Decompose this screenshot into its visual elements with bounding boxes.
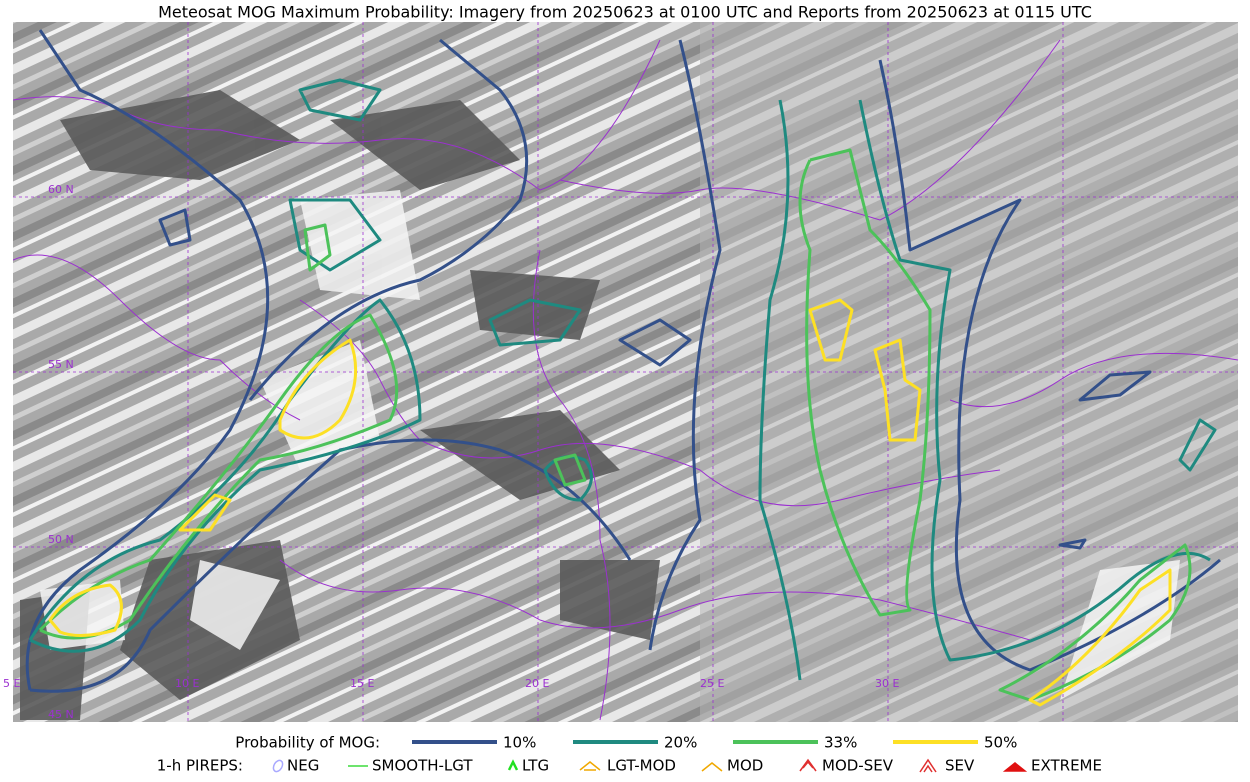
- map: [13, 22, 1238, 722]
- graticule: [13, 22, 1238, 722]
- legend-label: 33%: [824, 734, 857, 752]
- lat-label: 55 N: [48, 358, 74, 371]
- lon-label: 25 E: [700, 677, 724, 690]
- legend-title: Probability of MOG:: [235, 734, 380, 752]
- pirep-label: LGT-MOD: [607, 757, 676, 775]
- lat-label: 45 N: [48, 708, 74, 721]
- lat-label: 60 N: [48, 183, 74, 196]
- lat-label: 50 N: [48, 533, 74, 546]
- contour-10: [25, 29, 1221, 693]
- legend: Probability of MOG: 1-h PIREPS: NEG SMOO…: [157, 734, 1102, 775]
- legend-label: 10%: [503, 734, 536, 752]
- lon-label: 10 E: [175, 677, 199, 690]
- lon-label: 30 E: [875, 677, 899, 690]
- pirep-label: SEV: [945, 757, 975, 775]
- title: Meteosat MOG Maximum Probability: Imager…: [158, 3, 1092, 22]
- lon-label: 5 E: [3, 677, 20, 690]
- contour-20: [28, 78, 1217, 681]
- legend-label: 20%: [664, 734, 697, 752]
- pirep-label: EXTREME: [1031, 757, 1102, 775]
- grid-labels: 60 N 55 N 50 N 45 N 5 E 10 E 15 E 20 E 2…: [3, 183, 899, 721]
- contour-33: [38, 148, 1192, 702]
- contour-10: [158, 208, 1152, 550]
- legend-title: 1-h PIREPS:: [157, 757, 243, 775]
- pirep-label: MOD: [727, 757, 763, 775]
- pirep-label: MOD-SEV: [822, 757, 894, 775]
- legend-label: 50%: [984, 734, 1017, 752]
- lon-label: 20 E: [525, 677, 549, 690]
- contours: [25, 29, 1221, 707]
- pirep-label: SMOOTH-LGT: [372, 757, 473, 775]
- pirep-icons: [272, 758, 1028, 773]
- lon-label: 15 E: [350, 677, 374, 690]
- pirep-label: NEG: [287, 757, 319, 775]
- contour-50: [48, 298, 1172, 707]
- pirep-label: LTG: [522, 757, 549, 775]
